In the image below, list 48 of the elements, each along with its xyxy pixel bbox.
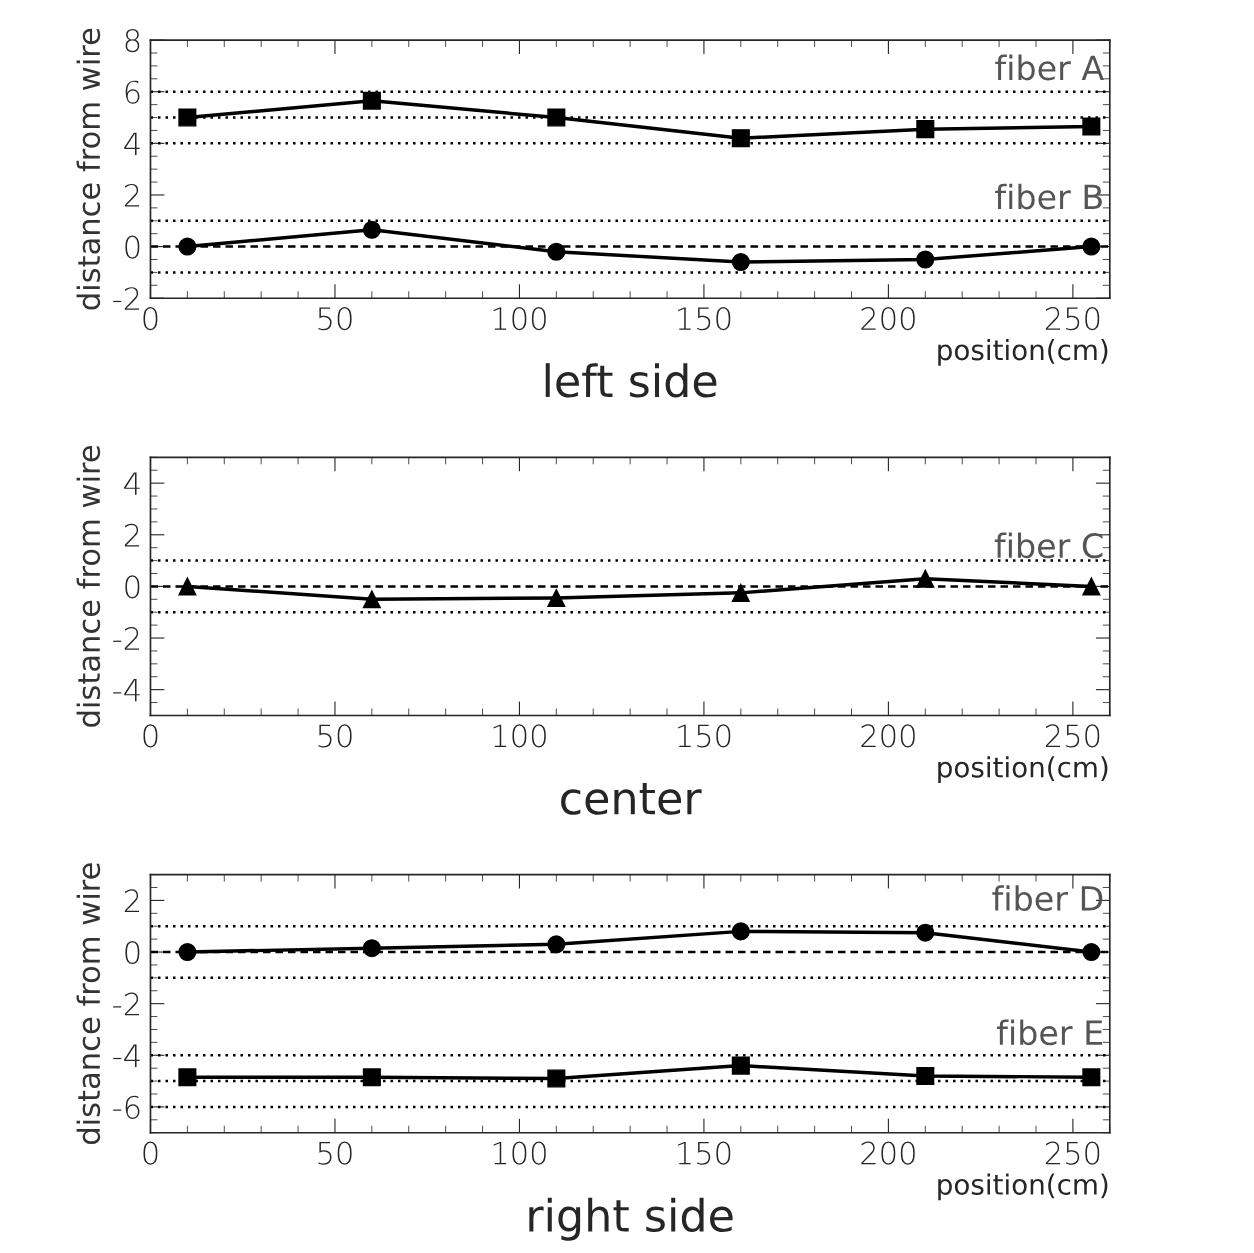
text: left side bbox=[545, 363, 717, 398]
x-tick-label: 0 bbox=[143, 307, 158, 331]
x-tick-label: 50 bbox=[318, 724, 352, 748]
y-tick-label: -6 bbox=[113, 1095, 140, 1119]
text: right side bbox=[529, 1197, 733, 1241]
x-tick-label: 150 bbox=[678, 1141, 731, 1165]
x-tick-label: 50 bbox=[318, 307, 352, 331]
y-tick-label: 0 bbox=[125, 235, 140, 259]
x-tick-label: 200 bbox=[861, 307, 915, 331]
y-axis-title: distance from wire bbox=[76, 863, 101, 1145]
x-tick-label: 100 bbox=[493, 724, 546, 748]
x-axis-title: position(cm) bbox=[938, 756, 1108, 784]
y-tick-label: 4 bbox=[124, 472, 140, 495]
x-tick-label: 200 bbox=[861, 1141, 915, 1165]
y-tick-label: 0 bbox=[125, 575, 140, 599]
y-tick-label: 0 bbox=[125, 940, 140, 965]
x-tick-label: 150 bbox=[678, 724, 731, 748]
x-tick-label: 200 bbox=[861, 724, 915, 748]
y-tick-label: 8 bbox=[125, 29, 140, 53]
text: center bbox=[561, 782, 702, 815]
series-label: fiber D bbox=[992, 885, 1103, 912]
x-tick-label: 250 bbox=[1045, 307, 1100, 331]
x-tick-label: 50 bbox=[318, 1141, 352, 1165]
x-tick-label: 250 bbox=[1045, 724, 1100, 748]
y-tick-label: -2 bbox=[113, 992, 140, 1016]
y-tick-label: 2 bbox=[124, 523, 140, 547]
y-tick-label: -4 bbox=[113, 1044, 140, 1067]
y-tick-label: -2 bbox=[113, 626, 140, 650]
x-tick-label: 0 bbox=[143, 1141, 158, 1165]
y-tick-label: 2 bbox=[124, 889, 140, 913]
x-tick-label: 100 bbox=[493, 307, 546, 331]
series-label: fiber E bbox=[996, 1019, 1103, 1046]
x-tick-label: 0 bbox=[143, 724, 158, 748]
series-label: fiber B bbox=[995, 183, 1102, 210]
x-axis-title: position(cm) bbox=[938, 338, 1108, 366]
y-axis-title: distance from wire bbox=[76, 445, 101, 727]
series-label: fiber C bbox=[994, 532, 1103, 559]
y-tick-label: 6 bbox=[125, 80, 140, 104]
y-axis-title: distance from wire bbox=[76, 28, 101, 310]
series-label: fiber A bbox=[995, 54, 1104, 81]
y-tick-label: 4 bbox=[124, 132, 140, 155]
y-tick-label: -4 bbox=[113, 678, 140, 702]
y-tick-label: 2 bbox=[124, 183, 140, 207]
y-tick-label: -2 bbox=[113, 287, 140, 310]
x-axis-title: position(cm) bbox=[938, 1173, 1108, 1201]
x-tick-label: 150 bbox=[678, 307, 731, 331]
x-tick-label: 100 bbox=[493, 1141, 546, 1165]
x-tick-label: 250 bbox=[1045, 1141, 1100, 1165]
